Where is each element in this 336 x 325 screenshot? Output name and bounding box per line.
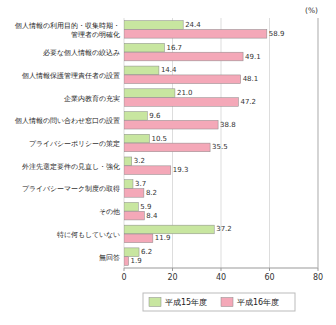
x-tick-label: 60 [264,273,274,282]
x-tick-label: 40 [216,273,226,282]
y-tick-label: 個人情報の利用目的・収集時期・管理者の明確化 [15,21,120,39]
legend-label: 平成15年度 [165,298,207,307]
bar [124,98,238,107]
bar [124,134,149,143]
bar [124,52,243,61]
chart: 24.4 16.7 14.4 21.0 9.6 10.5 3.2 3.7 5.9 37.2 6.2 5… [0,0,336,325]
data-label: 9.6 [149,112,161,120]
data-label: 38.8 [220,121,236,129]
y-tick-labels: 個人情報の利用目的・収集時期・管理者の明確化必要な個人情報の絞込み個人情報保護管… [15,21,120,262]
data-label: 16.7 [166,44,182,52]
bar [124,257,129,266]
data-label: 5.9 [140,203,151,211]
frame-line [318,18,319,268]
legend-swatch [149,298,161,307]
y-tick-label: プライバシーポリシーの策定 [29,139,120,148]
data-label: 24.4 [185,21,201,29]
bar [124,180,133,189]
bar [124,166,171,175]
legend-frame [143,293,295,311]
x-tick [221,268,222,271]
x-tick [172,268,173,271]
y-tick-label: 個人情報保護管理責任者の設置 [22,70,120,79]
data-label: 3.2 [134,157,145,165]
data-labels: 24.4 16.7 14.4 21.0 9.6 10.5 3.2 3.7 5.9 37.2 6.2 5… [131,21,285,265]
legend: 平成15年度 平成16年度 [143,293,295,311]
x-axis: 0 20 40 60 80 [121,268,323,282]
grid-line [318,18,319,268]
data-label: 10.5 [151,135,167,143]
data-label: 8.4 [146,212,158,220]
bar [124,225,214,234]
bar [124,21,183,30]
bar [124,202,138,211]
grid-line [269,18,270,268]
data-label: 19.3 [173,166,189,174]
legend-label: 平成16年度 [237,298,279,307]
y-tick-label: プライバシーマーク制度の取得 [22,184,120,193]
y-tick-label: 無回答 [99,252,120,261]
data-label: 14.4 [161,66,177,74]
bar [124,75,241,84]
bar [124,157,132,166]
y-tick-label: 特に何もしていない [57,229,120,238]
bar [124,43,164,52]
y-tick-label: 必要な個人情報の絞込み [43,48,120,57]
data-label: 49.1 [245,53,261,61]
y-tick-label: 外注先選定要件の見直し・強化 [22,161,120,170]
bar [124,248,139,257]
bar [124,189,144,198]
x-tick-label: 20 [167,273,177,282]
bar [124,66,159,75]
data-label: 47.2 [240,98,256,106]
bar [124,29,267,38]
x-tick-label: 0 [121,273,126,282]
x-tick [124,268,125,271]
data-label: 35.5 [212,143,228,151]
y-tick-label: 企業内教育の充実 [64,93,120,102]
data-label: 1.9 [131,257,142,265]
unit-label: (%) [305,6,318,15]
bars [124,21,267,266]
bar [124,234,153,243]
data-label: 37.2 [216,225,232,233]
y-tick-label: その他 [99,207,120,216]
data-label: 48.1 [243,75,259,83]
legend-swatch [221,298,233,307]
bar [124,112,147,121]
x-tick-label: 80 [313,273,323,282]
data-label: 3.7 [135,180,146,188]
bar [124,211,144,220]
bar [124,89,175,98]
data-label: 6.2 [141,248,152,256]
data-label: 11.9 [155,234,171,242]
data-label: 21.0 [177,89,193,97]
x-tick [269,268,270,271]
bar [124,120,218,129]
data-label: 58.9 [269,30,285,38]
grid [124,18,318,268]
x-tick [318,268,319,271]
data-label: 8.2 [146,189,157,197]
bar [124,143,210,152]
y-tick-label: 個人情報の問い合わせ窓口の設置 [15,116,120,125]
